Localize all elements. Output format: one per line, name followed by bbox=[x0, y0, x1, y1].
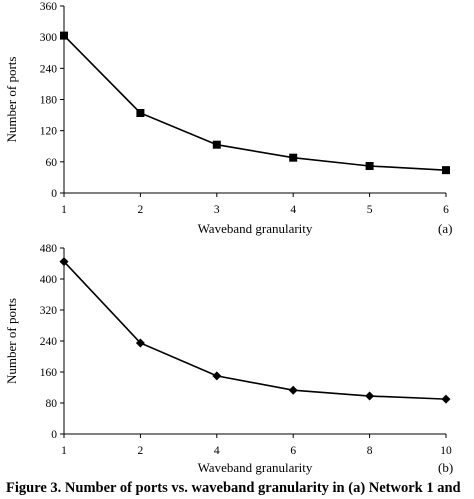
data-point-marker bbox=[288, 385, 298, 395]
data-point-marker bbox=[60, 31, 68, 40]
x-tick-label: 2 bbox=[138, 204, 144, 216]
data-point-marker bbox=[442, 166, 450, 175]
data-point-marker bbox=[365, 391, 375, 401]
figure-caption: Figure 3. Number of ports vs. waveband g… bbox=[6, 480, 461, 496]
chart-panel-1 bbox=[60, 5, 450, 197]
x-tick-label: 4 bbox=[214, 445, 220, 457]
panel-label: (b) bbox=[438, 460, 453, 475]
y-tick-label: 480 bbox=[40, 243, 58, 255]
y-tick-label: 400 bbox=[40, 274, 58, 286]
y-tick-label: 180 bbox=[40, 95, 58, 107]
x-axis-title: Waveband granularity bbox=[198, 221, 313, 236]
y-axis-title: Number of ports bbox=[4, 57, 19, 143]
y-tick-label: 320 bbox=[40, 305, 58, 317]
x-tick-label: 4 bbox=[290, 204, 296, 216]
data-point-marker bbox=[135, 338, 145, 348]
x-tick-label: 1 bbox=[61, 204, 67, 216]
x-tick-label: 8 bbox=[367, 445, 373, 457]
y-tick-label: 0 bbox=[51, 429, 57, 441]
y-tick-label: 120 bbox=[40, 126, 58, 138]
y-tick-label: 160 bbox=[40, 367, 58, 379]
x-tick-label: 2 bbox=[138, 445, 144, 457]
chart-panel-2 bbox=[59, 247, 451, 438]
y-axis-title: Number of ports bbox=[4, 298, 19, 384]
data-point-marker bbox=[212, 140, 221, 149]
x-tick-label: 3 bbox=[214, 204, 220, 216]
y-tick-label: 300 bbox=[40, 32, 58, 44]
data-point-marker bbox=[441, 394, 451, 404]
y-tick-label: 240 bbox=[40, 63, 58, 75]
y-tick-label: 80 bbox=[46, 398, 58, 410]
y-tick-label: 360 bbox=[40, 1, 58, 13]
data-point-marker bbox=[59, 257, 69, 267]
series-line bbox=[63, 35, 447, 171]
y-tick-label: 0 bbox=[51, 188, 57, 200]
x-axis-title: Waveband granularity bbox=[198, 460, 313, 475]
x-tick-label: 5 bbox=[367, 204, 373, 216]
data-point-marker bbox=[212, 371, 222, 381]
x-tick-label: 1 bbox=[61, 445, 67, 457]
y-tick-label: 240 bbox=[40, 336, 58, 348]
series-line bbox=[63, 261, 447, 400]
y-tick-label: 60 bbox=[46, 157, 58, 169]
x-tick-label: 6 bbox=[290, 445, 296, 457]
data-point-marker bbox=[136, 109, 145, 118]
x-tick-label: 6 bbox=[443, 204, 449, 216]
x-tick-label: 10 bbox=[440, 445, 452, 457]
data-point-marker bbox=[289, 153, 298, 162]
data-point-marker bbox=[365, 161, 374, 170]
panel-label: (a) bbox=[438, 221, 452, 236]
